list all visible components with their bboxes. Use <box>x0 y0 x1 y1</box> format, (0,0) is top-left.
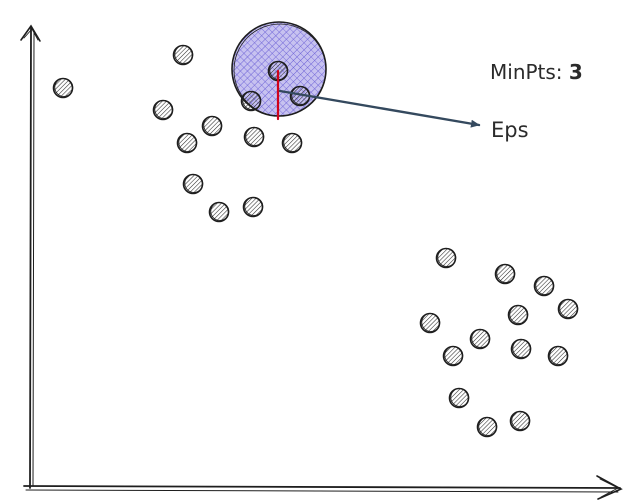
data-point <box>152 99 174 121</box>
data-point <box>182 173 204 195</box>
data-point <box>509 410 531 432</box>
data-point <box>419 312 441 334</box>
y-axis <box>20 24 41 489</box>
data-point <box>476 416 498 438</box>
data-points <box>52 44 579 438</box>
minpts-label: MinPts: <box>490 60 563 84</box>
data-point <box>510 338 532 360</box>
data-point <box>176 132 198 154</box>
data-point <box>448 387 470 409</box>
data-point <box>442 345 464 367</box>
data-point <box>208 201 230 223</box>
data-point <box>172 44 194 66</box>
data-point <box>507 304 529 326</box>
eps-label: Eps <box>491 118 529 142</box>
data-point <box>240 90 262 112</box>
data-point <box>435 247 457 269</box>
data-point <box>533 275 555 297</box>
data-point <box>469 328 491 350</box>
eps-arrow <box>278 89 481 128</box>
data-point <box>547 345 569 367</box>
data-point <box>201 115 223 137</box>
data-point <box>494 263 516 285</box>
minpts-annotation: MinPts: 3 <box>490 60 583 84</box>
data-point <box>281 132 303 154</box>
data-point <box>557 298 579 320</box>
data-point <box>243 126 265 148</box>
data-point <box>242 196 264 218</box>
x-axis <box>23 475 623 500</box>
minpts-value: 3 <box>568 60 583 84</box>
data-point <box>52 77 74 99</box>
